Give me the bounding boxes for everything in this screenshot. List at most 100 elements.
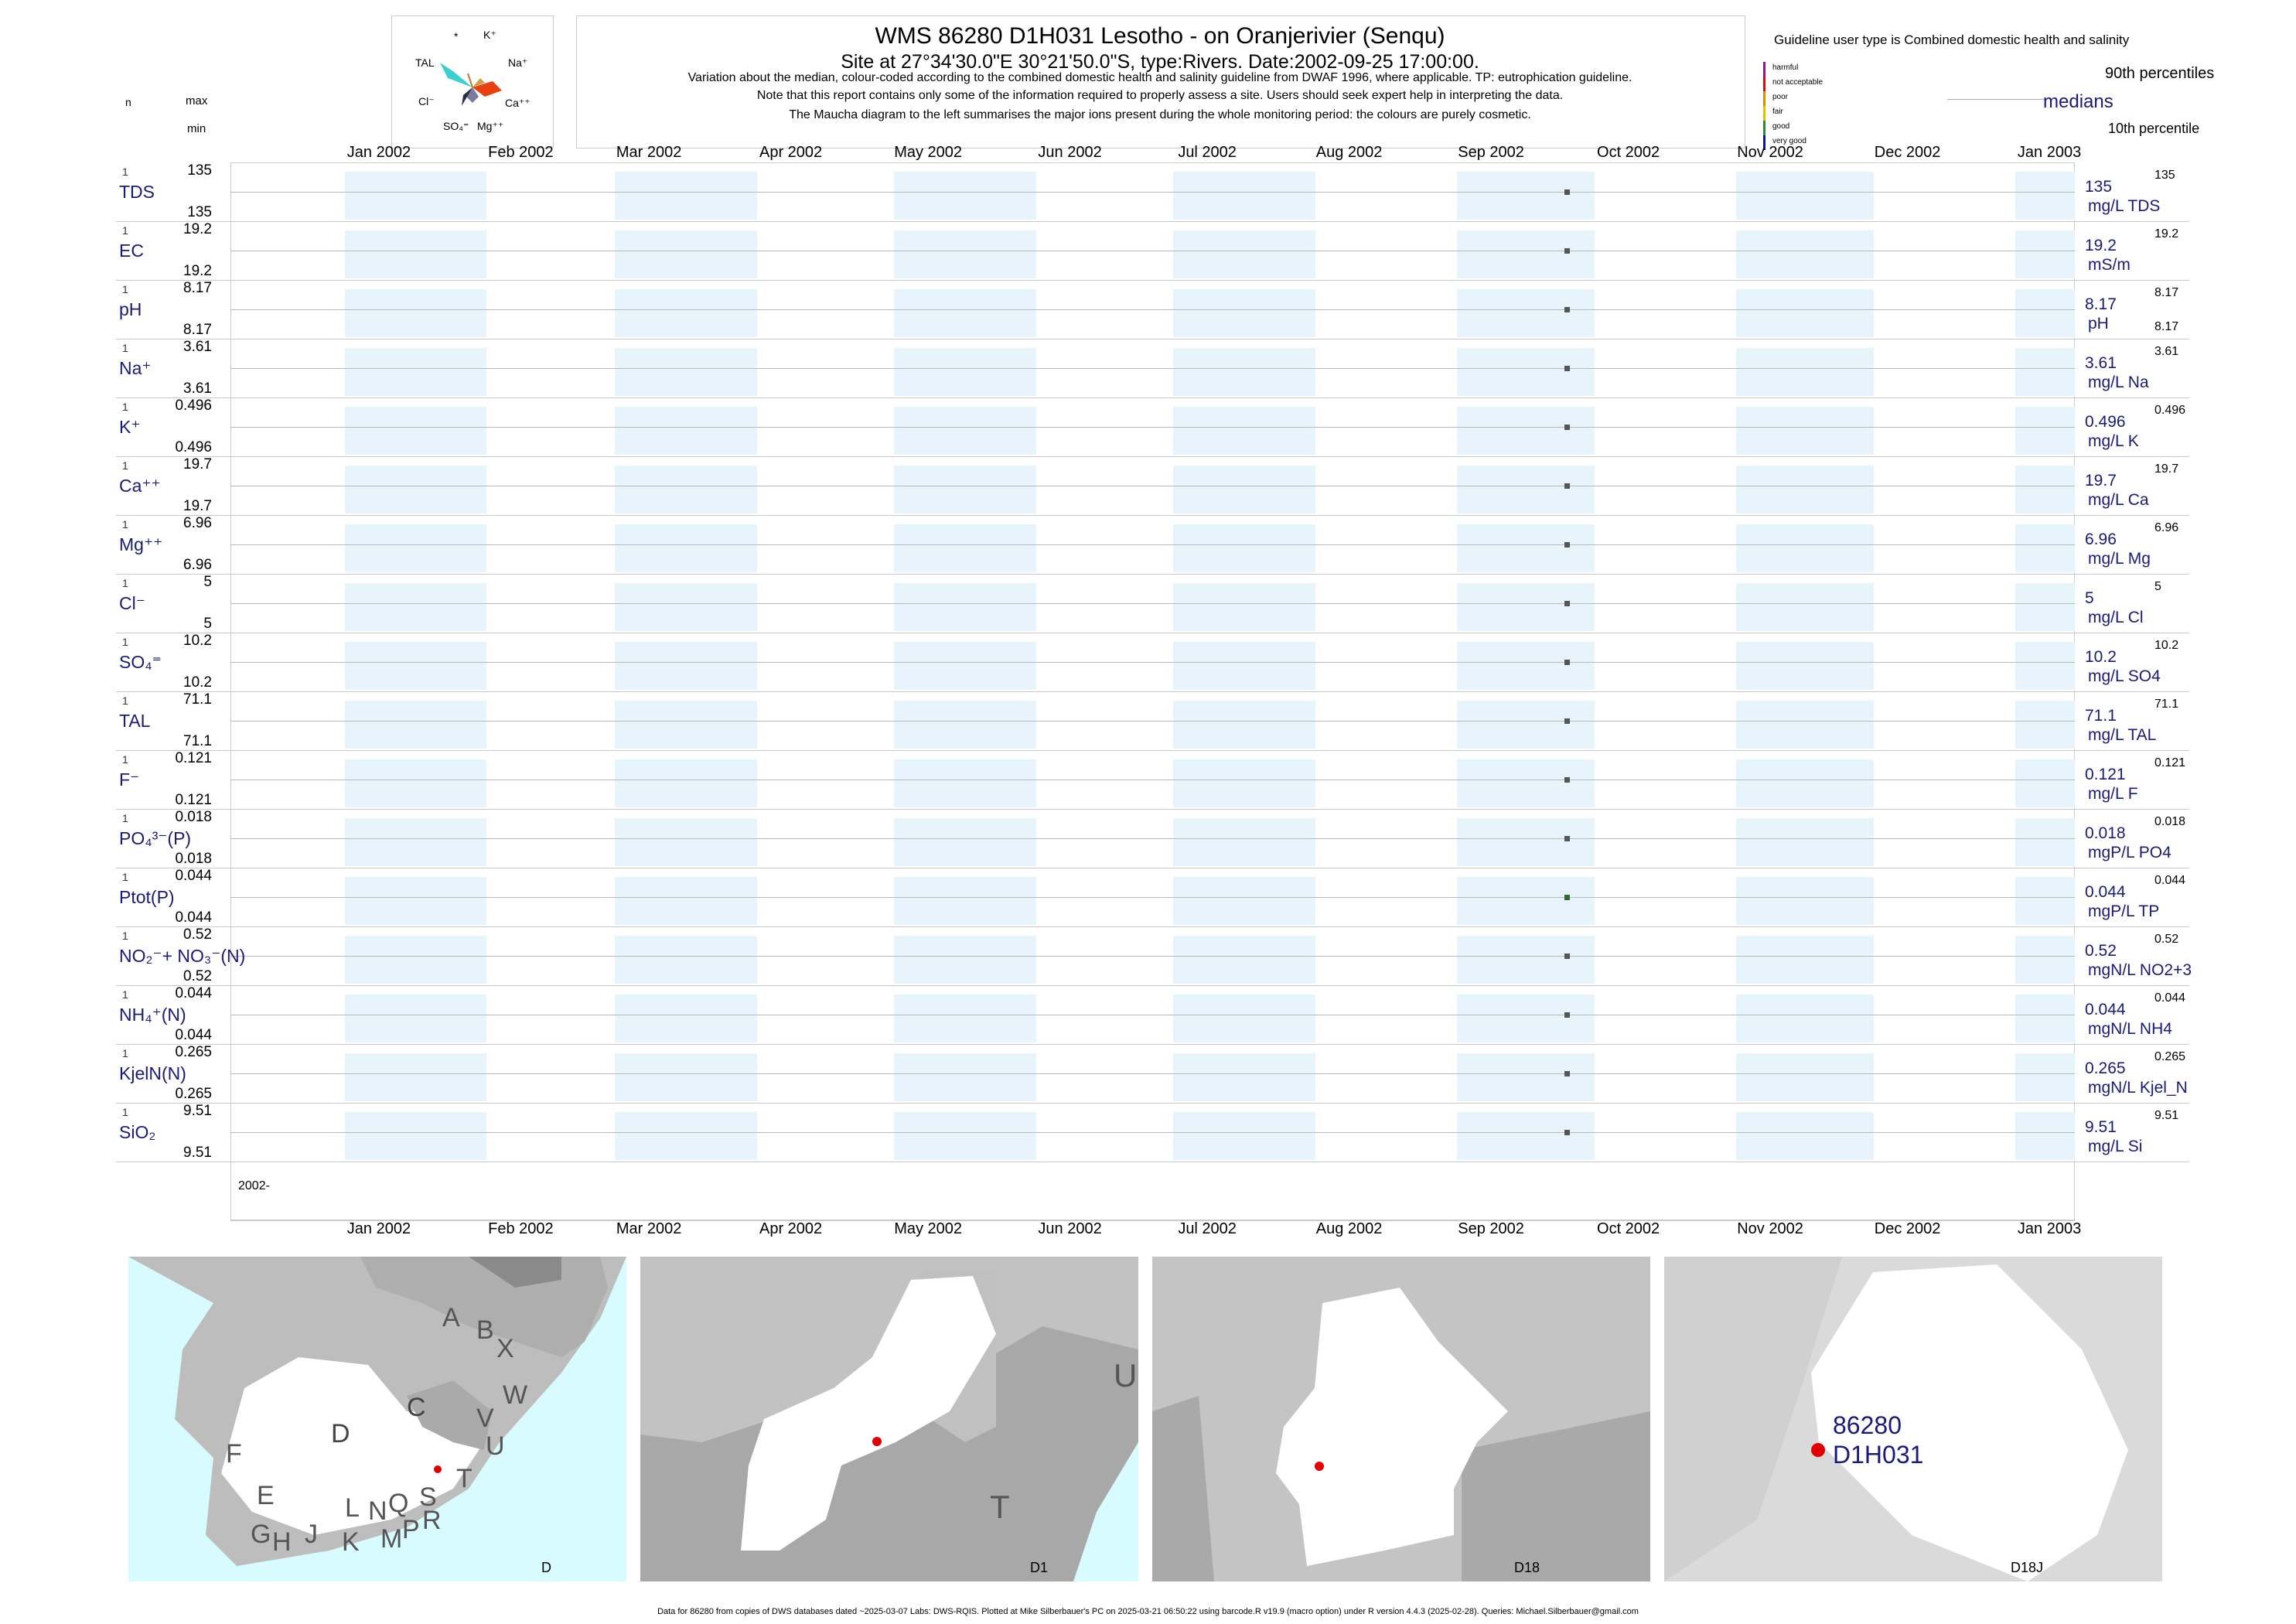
- maucha-mg-segment: [466, 87, 479, 103]
- maucha-diagram-svg: [440, 63, 502, 106]
- min-header: min: [187, 122, 206, 135]
- row-median-value: 3.61: [2085, 354, 2117, 372]
- month-shading: [344, 348, 487, 396]
- row-min-value: 71.1: [183, 733, 212, 749]
- month-label-top: Feb 2002: [488, 144, 554, 161]
- month-shading: [1736, 1053, 1874, 1101]
- row-variable-label: F⁻: [119, 769, 140, 790]
- month-shading: [1736, 936, 1874, 984]
- month-shading: [2015, 583, 2075, 631]
- month-label-bottom: Aug 2002: [1315, 1220, 1383, 1237]
- month-label-top: Dec 2002: [1874, 144, 1941, 161]
- month-shading: [615, 642, 757, 690]
- month-shading: [2015, 701, 2075, 749]
- month-shading: [894, 230, 1036, 278]
- month-shading: [1457, 230, 1595, 278]
- data-point-TAL: [1564, 718, 1571, 724]
- map-d-letter: R: [422, 1506, 442, 1535]
- plot-bottom-line: [230, 1220, 2075, 1221]
- row-p90-value: 19.2: [2154, 227, 2179, 241]
- month-label-top: Apr 2002: [759, 144, 823, 161]
- month-label-top: Oct 2002: [1597, 144, 1660, 161]
- month-label-bottom: Jan 2002: [346, 1220, 411, 1237]
- row-min-value: 0.265: [175, 1086, 212, 1102]
- month-shading: [1457, 1112, 1595, 1160]
- month-label-bottom: Jul 2002: [1178, 1220, 1237, 1237]
- year-label: 2002-: [238, 1179, 270, 1192]
- map-d-letter: P: [402, 1515, 420, 1544]
- row-min-value: 0.52: [183, 968, 212, 984]
- month-shading: [1173, 466, 1315, 513]
- row-median-value: 5: [2085, 589, 2094, 607]
- row-min-value: 0.121: [175, 792, 212, 808]
- row-separator: [116, 750, 2189, 751]
- data-point-TDS: [1564, 189, 1571, 195]
- month-shading: [344, 230, 487, 278]
- month-label-bottom: Dec 2002: [1874, 1220, 1941, 1237]
- map-d1-letter: U: [1114, 1357, 1138, 1394]
- row-separator: [116, 397, 2189, 398]
- maucha-label-na: Na⁺: [508, 56, 528, 69]
- row-median-value: 0.018: [2085, 824, 2126, 842]
- month-shading: [344, 936, 487, 984]
- row-p90-value: 0.52: [2154, 933, 2179, 946]
- row-n-count: 1: [122, 1106, 128, 1118]
- month-label-bottom: Oct 2002: [1597, 1220, 1660, 1237]
- month-label-top: Sep 2002: [1458, 144, 1524, 161]
- row-n-count: 1: [122, 1047, 128, 1059]
- row-p90-value: 0.044: [2154, 874, 2186, 887]
- map-d-letter: J: [305, 1520, 318, 1549]
- data-point-F: [1564, 777, 1571, 783]
- n-header: n: [125, 96, 131, 108]
- row-p90-value: 3.61: [2154, 345, 2179, 358]
- row-variable-label: Mg⁺⁺: [119, 534, 163, 554]
- month-shading: [1457, 466, 1595, 513]
- row-n-count: 1: [122, 694, 128, 707]
- row-variable-label: K⁺: [119, 417, 141, 437]
- month-shading: [1736, 348, 1874, 396]
- month-shading: [344, 407, 487, 455]
- month-shading: [894, 172, 1036, 220]
- month-shading: [1736, 524, 1874, 572]
- month-shading: [1173, 642, 1315, 690]
- row-variable-label: SiO₂: [119, 1122, 156, 1142]
- row-max-value: 0.265: [175, 1044, 212, 1060]
- month-shading: [894, 701, 1036, 749]
- legend-level-label: harmful: [1772, 63, 1799, 72]
- map-d-letter: W: [503, 1380, 528, 1410]
- row-unit: mg/L Ca: [2088, 491, 2149, 509]
- month-label-top: Jan 2003: [2017, 144, 2082, 161]
- month-shading: [615, 1053, 757, 1101]
- row-variable-label: pH: [119, 299, 142, 319]
- legend-medians: medians: [2043, 91, 2113, 112]
- row-unit: mgP/L PO4: [2088, 844, 2171, 861]
- month-label-top: Nov 2002: [1737, 144, 1803, 161]
- row-p90-value: 71.1: [2154, 698, 2179, 711]
- row-median-value: 19.7: [2085, 472, 2117, 490]
- month-shading: [1457, 407, 1595, 455]
- map-d-letter: A: [442, 1303, 460, 1332]
- row-max-value: 71.1: [183, 691, 212, 708]
- data-point-EC: [1564, 248, 1571, 254]
- title-box: [576, 15, 1745, 148]
- month-shading: [615, 524, 757, 572]
- row-min-value: 19.7: [183, 498, 212, 514]
- month-shading: [1173, 348, 1315, 396]
- row-median-line: [230, 192, 2075, 193]
- month-shading: [344, 995, 487, 1042]
- row-median-value: 6.96: [2085, 531, 2117, 548]
- row-median-line: [230, 368, 2075, 369]
- maucha-label-so4: SO₄⁼: [443, 120, 469, 132]
- row-separator: [116, 221, 2189, 222]
- month-shading: [344, 1053, 487, 1101]
- map-d18-svg: [1152, 1288, 1650, 1581]
- row-unit: mg/L TAL: [2088, 726, 2157, 744]
- map-d-label: D: [541, 1560, 551, 1575]
- row-max-value: 8.17: [183, 280, 212, 296]
- row-n-count: 1: [122, 636, 128, 648]
- row-variable-label: Ptot(P): [119, 887, 175, 907]
- row-n-count: 1: [122, 930, 128, 942]
- row-p90-value: 0.044: [2154, 991, 2186, 1005]
- month-shading: [1736, 583, 1874, 631]
- map-d-letter: E: [257, 1481, 275, 1510]
